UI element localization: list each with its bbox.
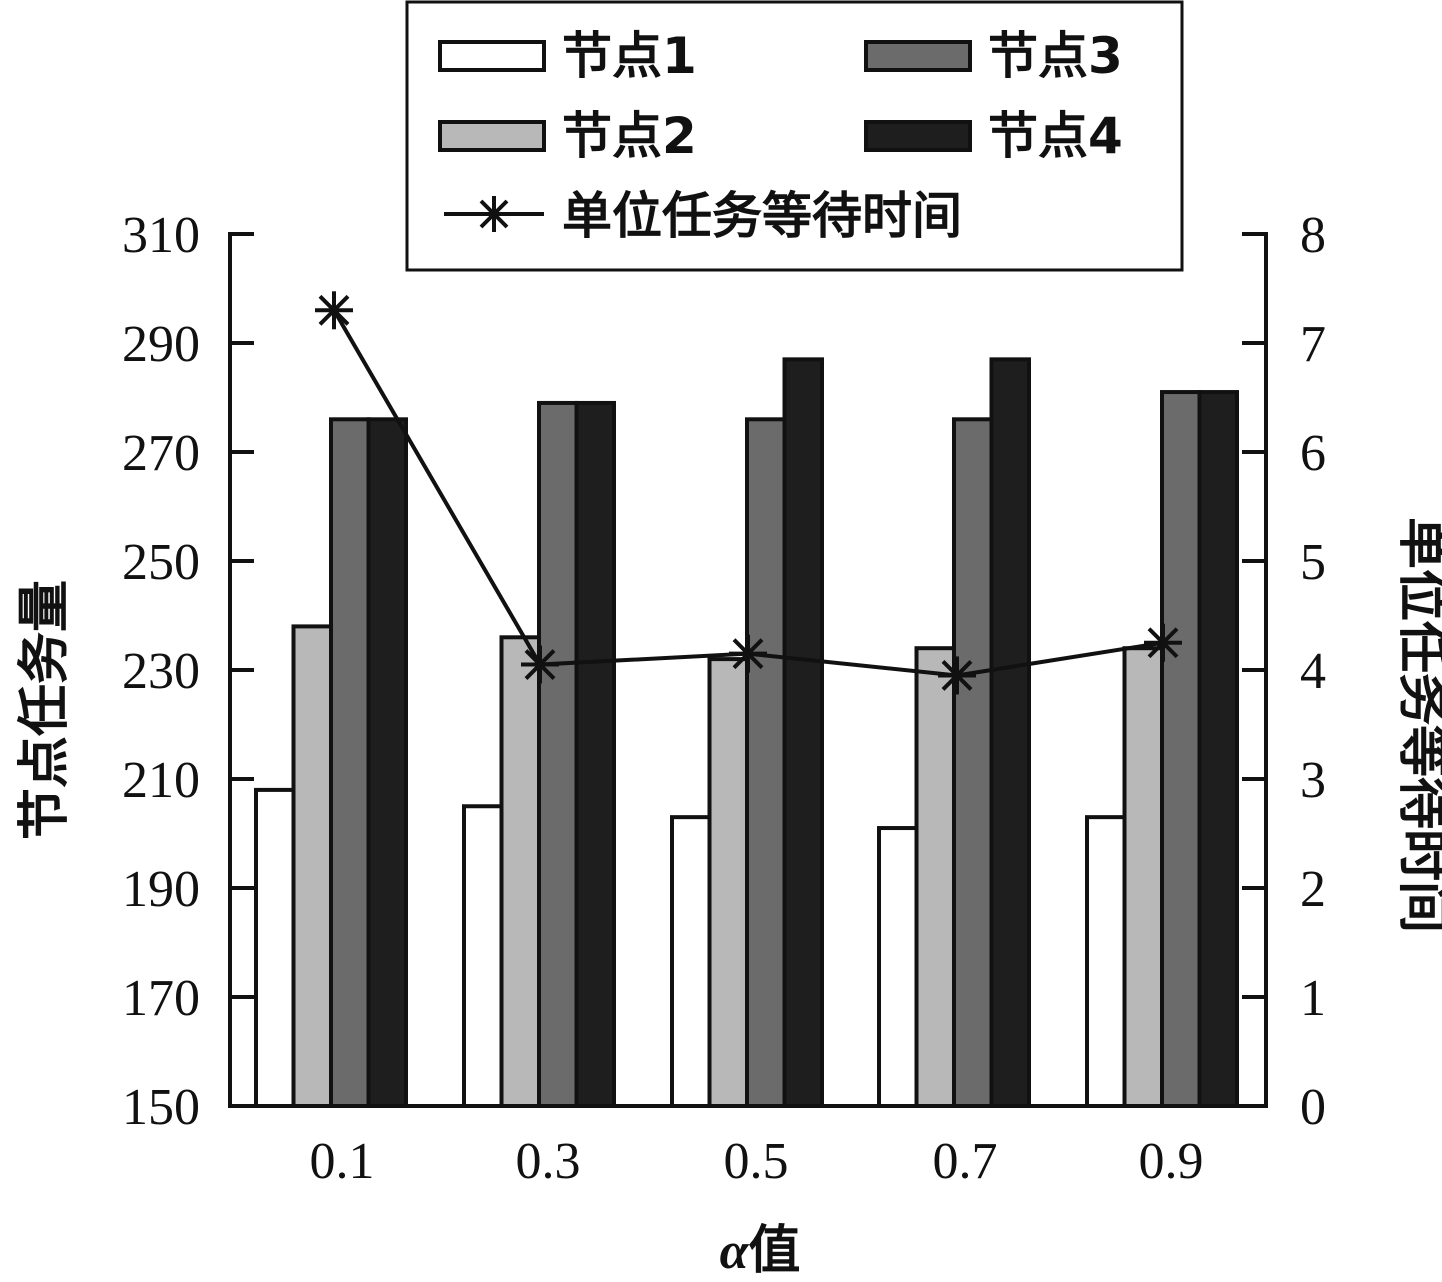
bar-node4-0.1 (366, 417, 408, 1108)
bar-node2-0.1 (291, 624, 333, 1109)
x-tick-label-0.7: 0.7 (933, 1133, 998, 1190)
y-right-tick-label-5: 5 (1300, 534, 1326, 591)
bar-node1-0.9 (1085, 815, 1127, 1109)
x-tick-label-0.5: 0.5 (724, 1133, 789, 1190)
legend-swatch-node4 (864, 120, 972, 152)
y-right-tick-label-6: 6 (1300, 425, 1326, 482)
y-left-axis-title: 节点任务量 (15, 580, 75, 840)
star-stroke (732, 638, 764, 670)
star-stroke (318, 294, 350, 326)
wait-time-point-0.9 (1144, 623, 1182, 662)
y-right-axis-title: 单位任务等待时间 (1392, 517, 1442, 933)
y-left-tick-label-270: 270 (122, 425, 200, 482)
legend-label-node4: 节点4 (988, 107, 1123, 165)
bar-node2-0.9 (1122, 646, 1164, 1108)
y-left-tick-label-290: 290 (122, 316, 200, 373)
bar-node1-0.5 (670, 815, 712, 1109)
y-left-tick-label-310: 310 (122, 207, 200, 264)
y-left-tick-label-230: 230 (122, 643, 200, 700)
legend-swatch-node3 (864, 40, 972, 72)
bar-node3-0.9 (1160, 390, 1202, 1108)
star-stroke (941, 660, 973, 691)
x-axis-title-text: 值 (748, 1221, 800, 1281)
x-axis-title: α值 (720, 1221, 801, 1281)
legend-label-node3: 节点3 (988, 27, 1123, 85)
star-stroke (1147, 627, 1179, 659)
y-left-tick-label-150: 150 (122, 1079, 200, 1136)
y-left-tick-label-210: 210 (122, 752, 200, 809)
bar-node4-0.5 (782, 357, 824, 1109)
y-right-tick-label-1: 1 (1300, 970, 1326, 1027)
bar-node2-0.7 (914, 646, 956, 1108)
x-tick-label-0.3: 0.3 (516, 1133, 581, 1190)
legend: 节点1 节点3 节点2 节点4 单位任务等待时间 (405, 0, 1184, 272)
y-right-tick-label-2: 2 (1300, 861, 1326, 918)
legend-label-node2: 节点2 (562, 107, 697, 165)
bar-node4-0.3 (574, 400, 616, 1108)
bar-node1-0.3 (462, 804, 504, 1108)
star-stroke (524, 649, 556, 680)
y-right-tick-label-4: 4 (1300, 643, 1326, 700)
y-right-tick-label-8: 8 (1300, 207, 1326, 264)
x-tick-label-0.1: 0.1 (310, 1133, 375, 1190)
plot-area (254, 291, 1239, 1109)
bar-node2-0.3 (499, 635, 541, 1108)
y-right-tick-label-3: 3 (1300, 752, 1326, 809)
wait-time-point-0.5 (729, 634, 767, 673)
legend-label-wait-time: 单位任务等待时间 (562, 187, 962, 245)
y-left-tick-label-250: 250 (122, 534, 200, 591)
wait-time-point-0.7 (938, 656, 976, 695)
bar-node4-0.9 (1197, 390, 1239, 1108)
x-axis-title-symbol: α (720, 1223, 750, 1280)
bar-node4-0.7 (989, 357, 1031, 1109)
wait-time-point-0.1 (315, 291, 353, 330)
wait-time-point-0.3 (521, 645, 559, 684)
bar-node1-0.7 (877, 826, 919, 1108)
bar-node3-0.7 (952, 417, 994, 1108)
y-left-tick-label-190: 190 (122, 861, 200, 918)
x-tick-label-0.9: 0.9 (1139, 1133, 1204, 1190)
legend-star-marker (476, 196, 512, 232)
bar-node1-0.1 (254, 787, 296, 1109)
axes: 150 170 190 210 230 250 270 290 310 0 1 2 3 4 5 6 7 8 0.1 0… (122, 207, 1326, 1190)
legend-swatch-node1 (438, 40, 546, 72)
legend-swatch-node2 (438, 120, 546, 152)
bar-node2-0.5 (707, 657, 749, 1108)
y-right-tick-label-0: 0 (1300, 1079, 1326, 1136)
y-right-tick-label-7: 7 (1300, 316, 1326, 373)
legend-label-node1: 节点1 (562, 27, 697, 85)
bar-node3-0.5 (745, 417, 787, 1108)
bar-node3-0.3 (537, 400, 579, 1108)
bar-node3-0.1 (329, 417, 371, 1108)
y-left-tick-label-170: 170 (122, 970, 200, 1027)
